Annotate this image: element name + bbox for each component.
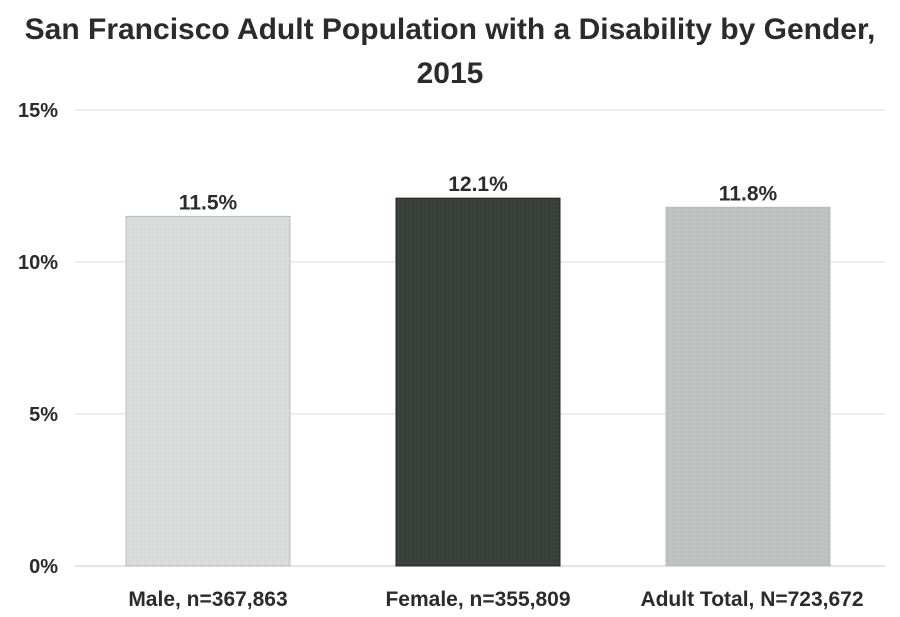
bar-texture bbox=[396, 198, 560, 566]
category-label-1: Female, n=355,809 bbox=[385, 588, 570, 611]
y-tick-label: 15% bbox=[18, 100, 58, 122]
y-tick-label: 0% bbox=[29, 556, 58, 578]
category-label-2: Adult Total, N=723,672 bbox=[640, 588, 863, 611]
bars bbox=[125, 197, 831, 567]
data-labels: 11.5% 12.1% 11.8% bbox=[179, 173, 778, 214]
y-tick-label: 5% bbox=[29, 404, 58, 426]
data-label-1: 12.1% bbox=[448, 173, 508, 196]
category-label-0: Male, n=367,863 bbox=[128, 588, 287, 611]
chart-title: San Francisco Adult Population with a Di… bbox=[24, 13, 876, 90]
bar-texture bbox=[126, 216, 290, 566]
data-label-0: 11.5% bbox=[179, 191, 238, 214]
bar-texture bbox=[666, 207, 830, 566]
category-labels: Male, n=367,863 Female, n=355,809 Adult To… bbox=[128, 588, 863, 611]
y-axis-ticks: 0% 5% 10% 15% bbox=[18, 100, 58, 578]
data-label-2: 11.8% bbox=[719, 182, 778, 205]
y-tick-label: 10% bbox=[18, 252, 58, 274]
